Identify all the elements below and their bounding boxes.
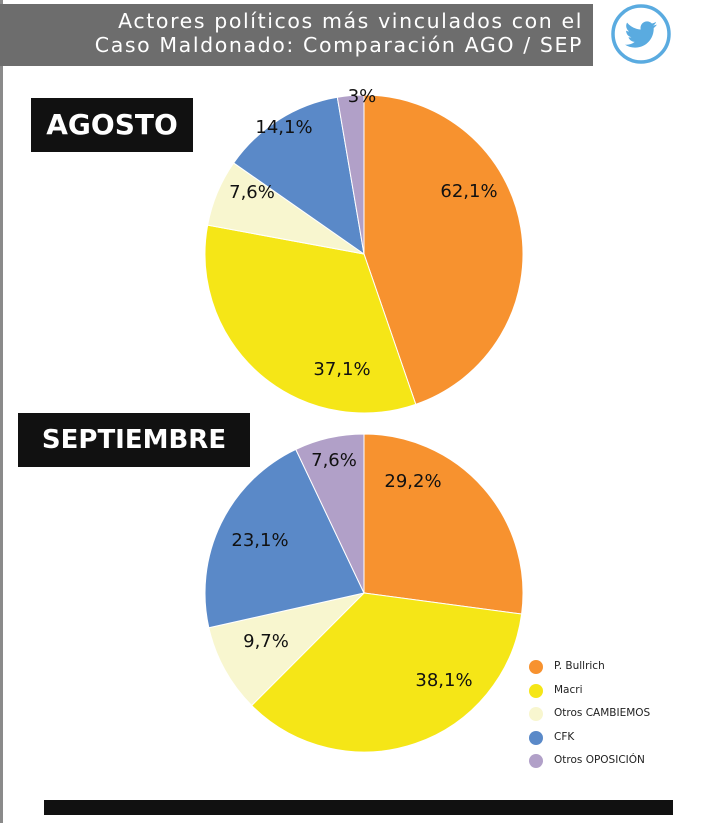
slice-label-0-3: 14,1% bbox=[255, 117, 312, 138]
pie-slice-0-1 bbox=[204, 224, 417, 414]
pie-slice-0-0 bbox=[363, 94, 524, 405]
title-bar: Actores políticos más vinculados con el … bbox=[0, 4, 593, 66]
bottom-bar bbox=[44, 800, 673, 815]
pie-slice-0-4 bbox=[336, 94, 365, 255]
legend-swatch bbox=[529, 683, 543, 698]
left-border bbox=[0, 0, 3, 823]
chart-title-line2: Caso Maldonado: Comparación AGO / SEP bbox=[94, 33, 583, 57]
slice-label-1-4: 7,6% bbox=[311, 450, 357, 471]
legend-label: Macri bbox=[554, 683, 583, 696]
legend-label: CFK bbox=[554, 730, 575, 743]
legend-swatch bbox=[529, 754, 543, 768]
slice-label-0-4: 3% bbox=[348, 86, 377, 107]
september-label: SEPTIEMBRE bbox=[18, 413, 250, 467]
pie-slice-1-2 bbox=[208, 592, 366, 707]
legend-swatch bbox=[529, 660, 543, 674]
slice-label-1-2: 9,7% bbox=[243, 631, 289, 652]
twitter-bird-icon bbox=[611, 4, 671, 64]
pie-slice-1-0 bbox=[363, 433, 524, 615]
slice-label-1-0: 29,2% bbox=[384, 471, 441, 492]
pie-slice-0-3 bbox=[232, 96, 365, 256]
pie-slice-1-1 bbox=[250, 592, 523, 753]
pie-slice-1-3 bbox=[204, 448, 365, 629]
pie-slice-1-4 bbox=[295, 433, 365, 594]
slice-label-1-3: 23,1% bbox=[231, 530, 288, 551]
legend-label: Otros CAMBIEMOS bbox=[554, 707, 651, 719]
legend-label: Otros OPOSICIÓN bbox=[554, 754, 645, 766]
slice-label-1-1: 38,1% bbox=[415, 670, 472, 691]
slice-label-0-0: 62,1% bbox=[440, 181, 497, 202]
slice-label-0-1: 37,1% bbox=[313, 359, 370, 380]
chart-title-line1: Actores políticos más vinculados con el bbox=[118, 9, 583, 33]
august-label: AGOSTO bbox=[31, 98, 193, 152]
legend-label: P. Bullrich bbox=[554, 660, 605, 672]
legend-swatch bbox=[529, 730, 543, 745]
legend-swatch bbox=[529, 707, 543, 721]
slice-label-0-2: 7,6% bbox=[229, 182, 275, 203]
